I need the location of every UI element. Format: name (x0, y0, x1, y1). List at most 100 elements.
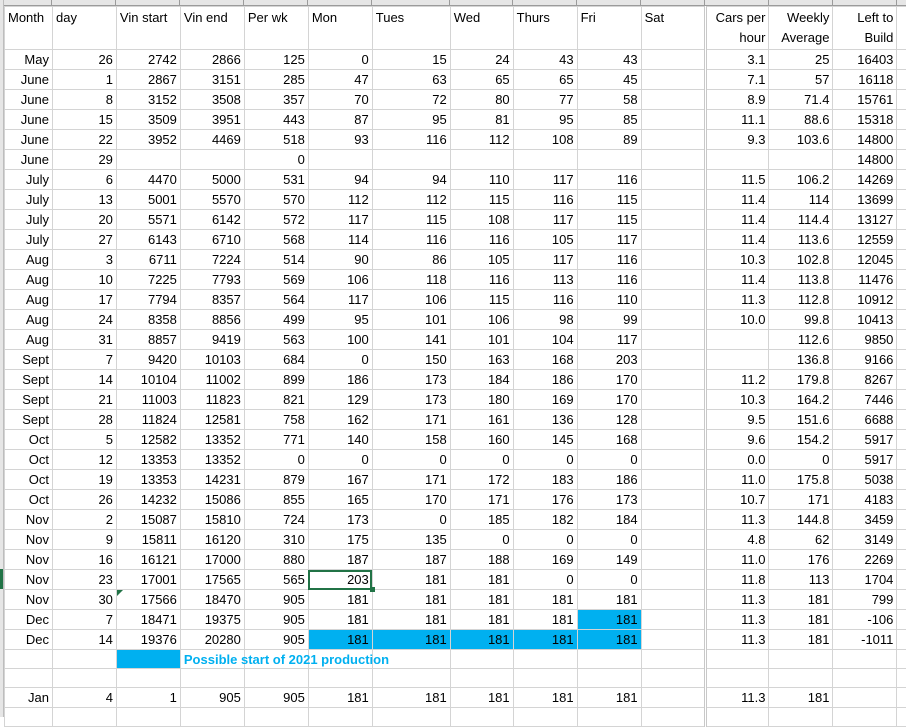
cell-month[interactable] (5, 708, 53, 727)
cell-sat[interactable] (641, 250, 705, 270)
cell-fri[interactable]: 115 (577, 210, 641, 230)
cell-weekly-average[interactable] (769, 708, 833, 727)
cell-fri[interactable]: 149 (577, 550, 641, 570)
cell-weekly-average[interactable]: 181 (769, 630, 833, 650)
cell-left-to-build[interactable]: 15318 (833, 110, 897, 130)
cell-left-to-build[interactable]: 9166 (833, 350, 897, 370)
cell-tues[interactable]: 181 (372, 590, 450, 610)
cell-thurs[interactable]: 43 (513, 50, 577, 70)
empty-cell[interactable] (897, 430, 906, 450)
cell-wed[interactable]: 0 (450, 530, 513, 550)
cell-vin-start[interactable]: 1 (116, 688, 180, 708)
cell-weekly-average[interactable]: 136.8 (769, 350, 833, 370)
cell-cars-per-hour[interactable]: 11.1 (705, 110, 769, 130)
cell-vin-end[interactable]: 15086 (180, 490, 244, 510)
cell-vin-start[interactable] (116, 650, 180, 669)
cell-mon[interactable]: 106 (308, 270, 372, 290)
cell-mon[interactable] (308, 669, 372, 688)
cell-per-wk[interactable]: 565 (244, 570, 308, 590)
cell-vin-end[interactable]: 17565 (180, 570, 244, 590)
cell-day[interactable]: 6 (52, 170, 116, 190)
cell-vin-start[interactable]: 13353 (116, 450, 180, 470)
cell-vin-start[interactable]: 7794 (116, 290, 180, 310)
cell-mon[interactable]: 117 (308, 290, 372, 310)
cell-month[interactable]: July (5, 170, 53, 190)
cell-vin-end[interactable]: 15810 (180, 510, 244, 530)
cell-mon[interactable]: 162 (308, 410, 372, 430)
cell-month[interactable]: July (5, 210, 53, 230)
cell-month[interactable]: Dec (5, 630, 53, 650)
cell-weekly-average[interactable] (769, 669, 833, 688)
cell-mon[interactable]: 181 (308, 688, 372, 708)
cell-tues[interactable]: 170 (372, 490, 450, 510)
header-month[interactable]: Month (5, 7, 53, 50)
cell-mon[interactable]: 95 (308, 310, 372, 330)
cell-fri[interactable]: 181 (577, 610, 641, 630)
cell-vin-start[interactable]: 6711 (116, 250, 180, 270)
cell-wed[interactable]: 181 (450, 610, 513, 630)
cell-sat[interactable] (641, 110, 705, 130)
cell-cars-per-hour[interactable]: 11.5 (705, 170, 769, 190)
cell-day[interactable] (52, 650, 116, 669)
cell-left-to-build[interactable]: 13699 (833, 190, 897, 210)
empty-cell[interactable] (897, 708, 906, 727)
cell-wed[interactable]: 24 (450, 50, 513, 70)
cell-left-to-build[interactable]: 12559 (833, 230, 897, 250)
cell-wed[interactable] (450, 650, 513, 669)
cell-vin-start[interactable]: 10104 (116, 370, 180, 390)
cell-vin-start[interactable]: 15811 (116, 530, 180, 550)
header-per-wk[interactable]: Per wk (244, 7, 308, 50)
cell-thurs[interactable]: 182 (513, 510, 577, 530)
cell-per-wk[interactable]: 563 (244, 330, 308, 350)
cell-weekly-average[interactable]: 181 (769, 590, 833, 610)
cell-month[interactable]: Aug (5, 290, 53, 310)
cell-sat[interactable] (641, 430, 705, 450)
cell-wed[interactable]: 108 (450, 210, 513, 230)
empty-cell[interactable] (897, 310, 906, 330)
cell-day[interactable]: 26 (52, 50, 116, 70)
cell-month[interactable]: June (5, 70, 53, 90)
cell-month[interactable]: Aug (5, 250, 53, 270)
cell-day[interactable]: 26 (52, 490, 116, 510)
cell-wed[interactable]: 115 (450, 190, 513, 210)
cell-day[interactable]: 27 (52, 230, 116, 250)
cell-per-wk[interactable]: 758 (244, 410, 308, 430)
cell-sat[interactable] (641, 530, 705, 550)
cell-fri[interactable]: 0 (577, 570, 641, 590)
cell-vin-end[interactable]: 18470 (180, 590, 244, 610)
empty-cell[interactable] (897, 330, 906, 350)
cell-month[interactable]: Jan (5, 688, 53, 708)
cell-sat[interactable] (641, 270, 705, 290)
cell-vin-start[interactable]: 3952 (116, 130, 180, 150)
empty-cell[interactable] (897, 230, 906, 250)
cell-weekly-average[interactable]: 62 (769, 530, 833, 550)
cell-wed[interactable]: 0 (450, 450, 513, 470)
cell-wed[interactable] (450, 150, 513, 170)
cell-left-to-build[interactable]: -106 (833, 610, 897, 630)
cell-left-to-build[interactable]: 6688 (833, 410, 897, 430)
cell-vin-end[interactable]: 8856 (180, 310, 244, 330)
cell-day[interactable]: 28 (52, 410, 116, 430)
cell-per-wk[interactable]: 572 (244, 210, 308, 230)
cell-cars-per-hour[interactable]: 9.6 (705, 430, 769, 450)
cell-per-wk[interactable]: 564 (244, 290, 308, 310)
cell-month[interactable]: Nov (5, 510, 53, 530)
cell-sat[interactable] (641, 470, 705, 490)
cell-per-wk[interactable]: 905 (244, 630, 308, 650)
cell-cars-per-hour[interactable]: 11.3 (705, 290, 769, 310)
cell-left-to-build[interactable]: 10413 (833, 310, 897, 330)
cell-sat[interactable] (641, 350, 705, 370)
cell-fri[interactable]: 0 (577, 530, 641, 550)
cell-cars-per-hour[interactable] (705, 708, 769, 727)
cell-tues[interactable]: 135 (372, 530, 450, 550)
cell-wed[interactable]: 116 (450, 270, 513, 290)
cell-weekly-average[interactable]: 112.8 (769, 290, 833, 310)
cell-vin-end[interactable]: 11002 (180, 370, 244, 390)
cell-thurs[interactable] (513, 669, 577, 688)
cell-mon[interactable]: 175 (308, 530, 372, 550)
cell-cars-per-hour[interactable]: 7.1 (705, 70, 769, 90)
cell-thurs[interactable]: 116 (513, 290, 577, 310)
cell-tues[interactable]: 15 (372, 50, 450, 70)
cell-per-wk[interactable]: 771 (244, 430, 308, 450)
empty-cell[interactable] (897, 190, 906, 210)
